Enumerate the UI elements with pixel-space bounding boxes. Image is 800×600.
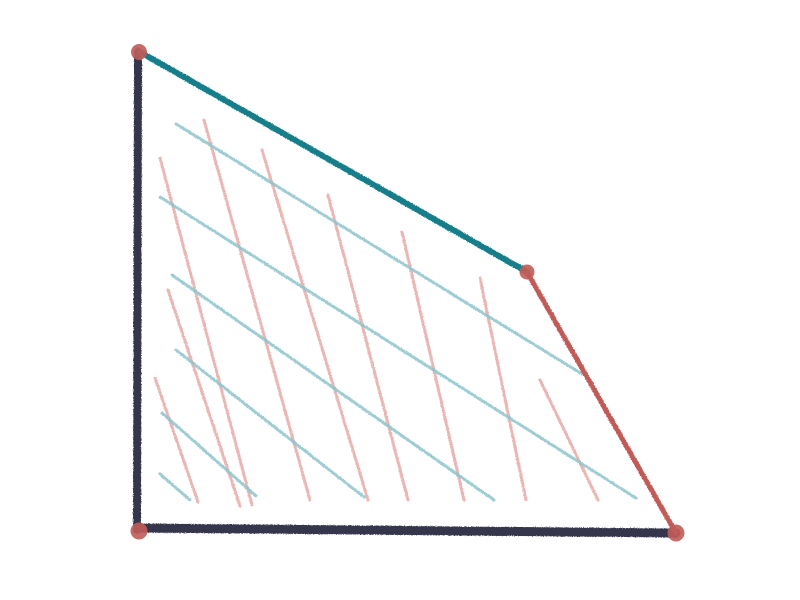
left-edge [133,48,142,534]
hatch-red-lines [153,118,600,508]
top-edge [137,49,530,275]
trapezoid-outline [133,48,681,538]
hatch-teal-line-4 [174,348,366,499]
hatch-teal-line-3 [170,273,496,502]
hatch-red-line-9 [538,378,600,502]
hatch-teal-lines [158,122,638,502]
hatch-red-line-3 [326,193,410,502]
hatch-red-line-2 [260,148,370,502]
hatch-teal-line-1 [174,122,584,376]
hatch-teal-line-6 [158,472,192,502]
hatch-red-line-1 [202,118,312,502]
hatch-red-line-8 [153,376,200,504]
vertex-bottom-right [667,524,685,542]
hatch-teal-line-5 [160,411,258,498]
hatch-red-line-6 [158,156,254,507]
hatch-red-line-4 [400,230,466,502]
hatch-teal-line-2 [158,195,638,500]
bottom-edge [135,523,681,538]
right-edge [524,269,679,536]
vertex-top-right [519,264,535,280]
hatch-red-line-5 [478,276,528,502]
vertex-bottom-left [130,522,148,540]
vertex-top-left [131,44,147,60]
vertices [130,44,685,542]
